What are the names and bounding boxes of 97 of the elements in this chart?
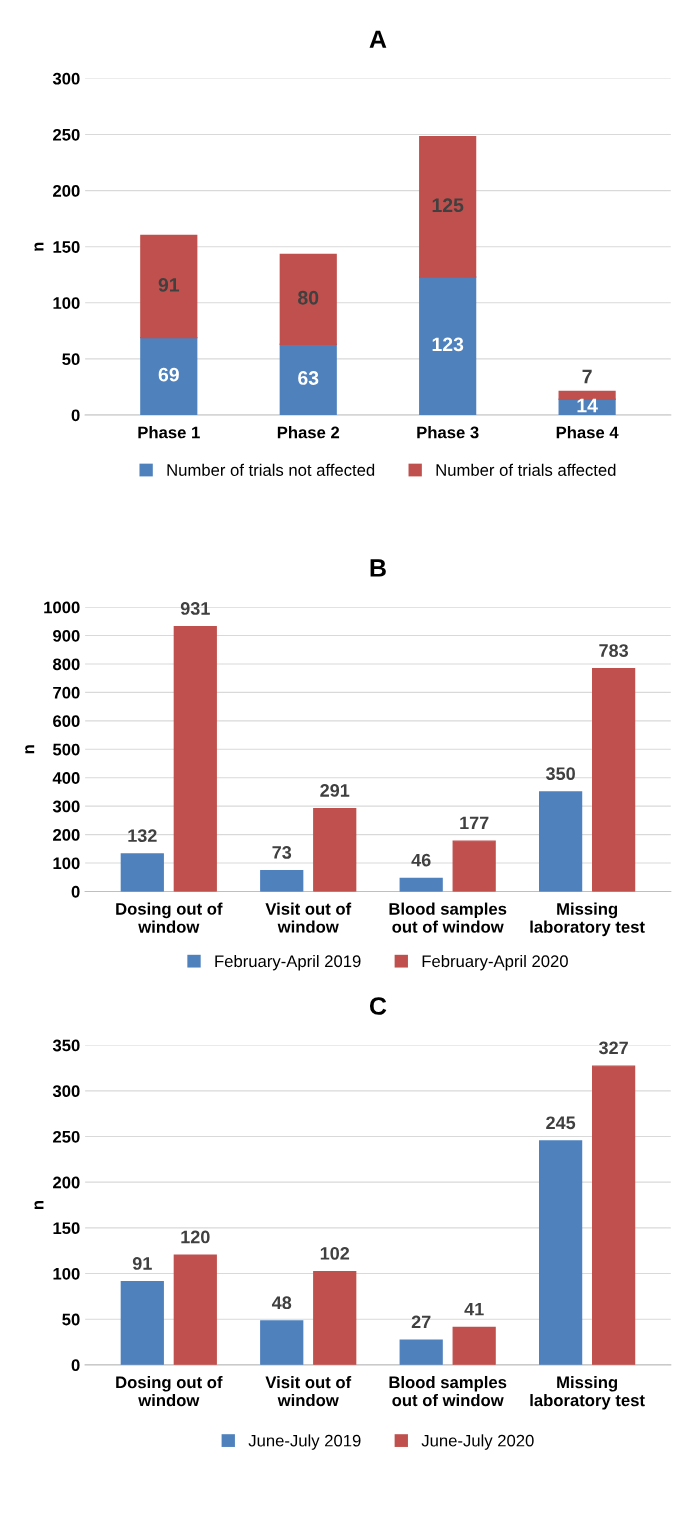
y-tick-label: 150 xyxy=(53,1222,80,1235)
y-tick-label: 200 xyxy=(53,184,80,197)
y-tick-label: 100 xyxy=(53,857,80,870)
bar xyxy=(120,1281,164,1365)
y-tick-label: 200 xyxy=(53,1176,80,1189)
y-tick-label: 100 xyxy=(53,1267,80,1280)
data-label: 291 xyxy=(320,784,350,797)
legend-label: June-July 2019 xyxy=(248,1434,361,1450)
bar xyxy=(399,877,443,892)
bar xyxy=(279,253,337,345)
chart-title: B xyxy=(370,559,386,577)
bar xyxy=(539,791,583,892)
legend-label: February-April 2020 xyxy=(422,954,568,971)
data-label: 327 xyxy=(598,1041,628,1055)
data-label: 245 xyxy=(546,1116,576,1130)
data-label: 91 xyxy=(132,1257,152,1270)
y-tick-label: 300 xyxy=(52,800,80,813)
data-label: 63 xyxy=(298,371,319,385)
bar xyxy=(173,626,217,892)
bar xyxy=(260,870,304,892)
bar xyxy=(592,1065,636,1365)
legend-label: Number of trials affected xyxy=(436,463,616,476)
x-tick-label: Blood samples out of window xyxy=(389,1375,507,1407)
data-label: 177 xyxy=(460,816,489,830)
data-label: 80 xyxy=(298,290,319,305)
data-label: 123 xyxy=(432,337,464,352)
y-tick-label: 50 xyxy=(62,1313,80,1326)
data-label: 120 xyxy=(181,1230,210,1244)
x-tick-label: Dosing out of window xyxy=(116,1375,223,1407)
bar xyxy=(419,136,477,278)
data-label: 46 xyxy=(411,853,431,867)
y-tick-label: 400 xyxy=(52,772,80,784)
y-tick-label: 300 xyxy=(52,1085,80,1098)
data-label: 783 xyxy=(599,644,629,657)
y-tick-label: 900 xyxy=(53,629,80,642)
legend-label: February-April 2019 xyxy=(215,954,361,971)
x-tick-label: Phase 2 xyxy=(277,426,340,439)
y-tick-label: 250 xyxy=(53,1130,80,1143)
x-tick-label: Visit out of window xyxy=(265,1375,352,1407)
chart-title: C xyxy=(369,997,387,1015)
y-tick-label: 250 xyxy=(53,128,80,141)
bar xyxy=(279,343,337,415)
bar xyxy=(419,276,477,415)
y-tick-label: 150 xyxy=(53,241,80,253)
x-tick-label: Missing laboratory test xyxy=(530,1375,645,1410)
legend-label: June-July 2020 xyxy=(421,1434,534,1450)
bar xyxy=(452,1326,496,1365)
bar xyxy=(260,1320,304,1365)
bar xyxy=(558,390,616,400)
data-label: 27 xyxy=(411,1315,431,1329)
y-axis-title: n xyxy=(25,745,35,754)
y-tick-label: 350 xyxy=(52,1039,80,1052)
y-axis-title: n xyxy=(34,1200,44,1209)
bar xyxy=(452,840,496,892)
y-tick-label: 600 xyxy=(53,715,80,728)
data-label: 48 xyxy=(271,1296,292,1310)
data-label: 69 xyxy=(158,367,179,382)
y-tick-label: 0 xyxy=(71,1359,80,1372)
data-label: 350 xyxy=(545,767,575,781)
y-tick-label: 300 xyxy=(52,72,80,85)
data-label: 931 xyxy=(180,602,210,615)
bar xyxy=(140,336,198,415)
bar xyxy=(313,808,357,892)
x-tick-label: Phase 4 xyxy=(556,426,619,439)
bar xyxy=(539,1140,583,1365)
y-tick-label: 0 xyxy=(71,409,80,422)
bar xyxy=(140,234,198,339)
data-label: 14 xyxy=(577,398,598,413)
data-label: 7 xyxy=(582,369,592,384)
data-label: 41 xyxy=(464,1302,484,1316)
x-tick-label: Missing laboratory test xyxy=(530,902,645,937)
legend-label: Number of trials not affected xyxy=(167,463,375,476)
y-tick-label: 100 xyxy=(53,297,80,309)
bar xyxy=(313,1270,357,1365)
x-tick-label: Visit out of window xyxy=(265,902,352,933)
data-label: 102 xyxy=(320,1247,350,1260)
x-tick-label: Phase 1 xyxy=(138,426,200,439)
bar xyxy=(592,668,636,892)
x-tick-label: Phase 3 xyxy=(417,426,479,439)
y-tick-label: 50 xyxy=(62,353,80,366)
y-tick-label: 800 xyxy=(52,658,80,671)
bar xyxy=(173,1254,217,1365)
bar xyxy=(120,853,164,892)
data-label: 73 xyxy=(272,846,292,859)
x-tick-label: Dosing out of window xyxy=(116,902,223,933)
y-tick-label: 500 xyxy=(52,743,80,756)
data-label: 125 xyxy=(432,198,464,213)
y-tick-label: 0 xyxy=(71,885,80,898)
y-tick-label: 200 xyxy=(53,828,80,841)
data-label: 91 xyxy=(158,277,180,292)
data-label: 132 xyxy=(128,829,157,843)
x-tick-label: Blood samples out of window xyxy=(389,902,507,933)
bar xyxy=(399,1339,443,1365)
y-tick-label: 1000 xyxy=(44,601,80,614)
y-tick-label: 700 xyxy=(53,686,80,699)
y-axis-title: n xyxy=(34,242,44,251)
chart-title: A xyxy=(369,30,387,48)
